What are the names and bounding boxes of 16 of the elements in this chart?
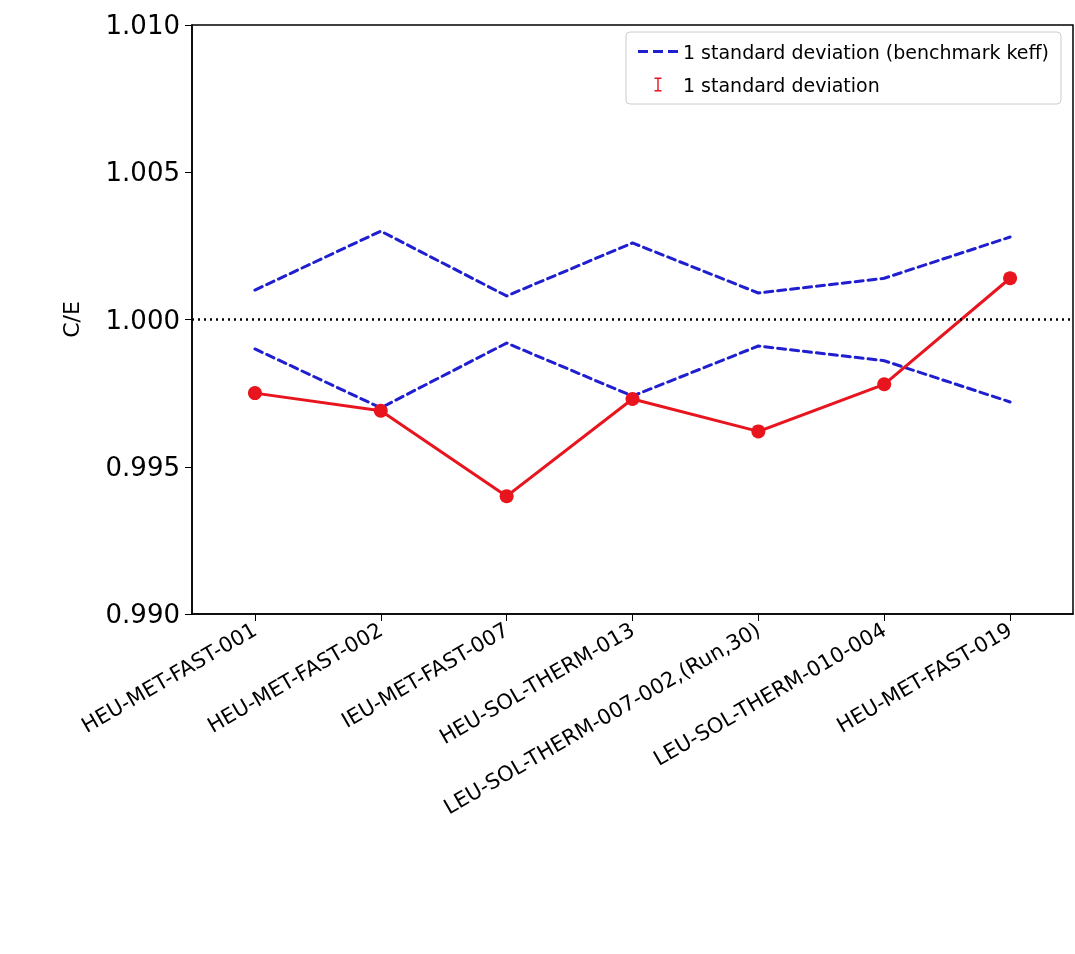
legend-label: 1 standard deviation (benchmark keff)	[682, 40, 1050, 63]
point	[751, 424, 766, 439]
y-tick-label: 1.010	[105, 10, 180, 40]
point	[1003, 271, 1018, 286]
y-tick-label: 0.995	[105, 451, 180, 482]
point	[877, 377, 892, 392]
point	[625, 392, 640, 407]
point	[247, 386, 262, 401]
point	[499, 489, 514, 504]
y-axis-title: C/E	[58, 301, 84, 338]
y-tick-label: 1.000	[105, 304, 180, 335]
line-series	[253, 229, 1012, 298]
y-tick-label: 1.005	[105, 157, 180, 188]
legend-label: 1 standard deviation	[682, 73, 880, 96]
point	[373, 403, 388, 418]
y-tick-label: 0.990	[105, 599, 180, 629]
